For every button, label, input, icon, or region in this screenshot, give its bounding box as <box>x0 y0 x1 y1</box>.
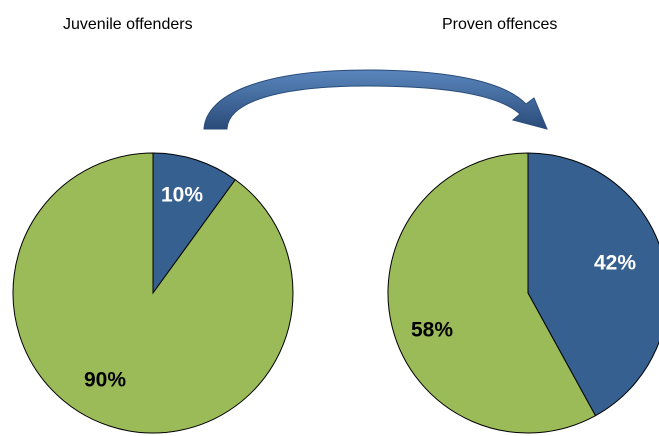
slice-label-1-1: 58% <box>411 319 453 342</box>
slice-label-1-0: 42% <box>594 252 636 275</box>
pie-chart-juvenile-offenders: 10% 90% <box>12 152 294 434</box>
pie-slice-0-1 <box>12 152 294 434</box>
chart-title-proven-offences: Proven offences <box>442 16 558 33</box>
chart-title-juvenile-offenders: Juvenile offenders <box>63 16 193 33</box>
slice-label-0-0: 10% <box>161 184 203 207</box>
slice-label-0-1: 90% <box>84 369 126 392</box>
pie-slice-1-0 <box>527 152 659 417</box>
pie-slice-0-0 <box>152 152 236 295</box>
curved-arrow-icon <box>203 69 548 130</box>
pie-chart-proven-offences: 42% 58% <box>387 152 659 434</box>
pie-slice-1-1 <box>387 152 597 434</box>
